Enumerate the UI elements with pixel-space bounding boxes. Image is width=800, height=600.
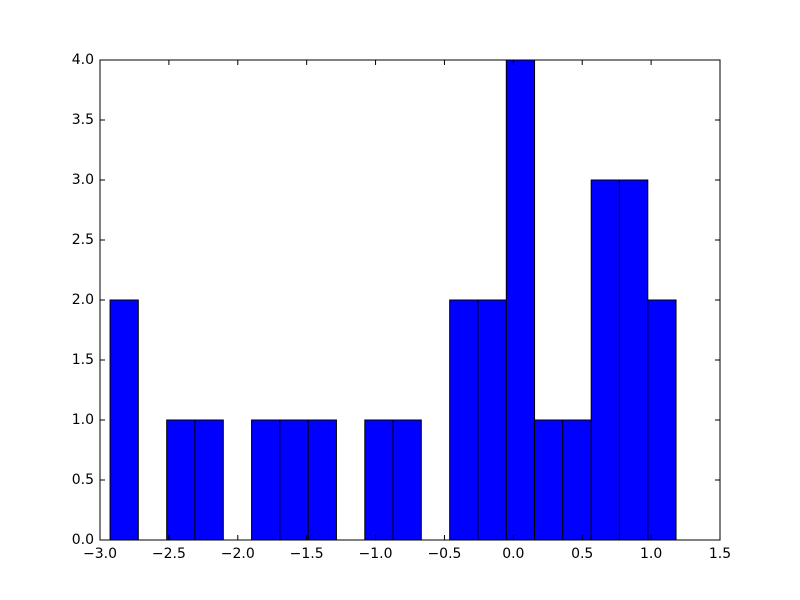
y-tick-label: 1.5 [72,352,94,368]
bar [618,179,649,541]
bar [449,299,479,541]
bar [562,419,592,541]
bar [477,299,507,541]
y-tick-label: 3.5 [72,112,94,128]
bar [279,419,309,541]
x-tick-label: −0.5 [427,546,461,562]
x-tick-label: 1.0 [640,546,662,562]
bar [364,419,394,541]
y-tick-label: 1.0 [72,412,94,428]
bar [392,419,422,541]
x-tick-label: 1.5 [709,546,731,562]
x-tick-label: −3.0 [83,546,117,562]
bar [166,419,196,541]
bar [534,419,564,541]
y-tick-label: 2.5 [72,232,94,248]
bar [307,419,337,541]
y-tick-label: 3.0 [72,172,94,188]
y-tick-label: 2.0 [72,292,94,308]
x-tick-label: −2.0 [221,546,255,562]
x-tick-label: 0.5 [571,546,593,562]
y-tick-label: 0.5 [72,472,94,488]
x-tick-label: −2.5 [152,546,186,562]
bar [647,299,677,541]
x-tick-label: −1.5 [290,546,324,562]
x-tick-label: 0.0 [502,546,524,562]
y-tick-label: 0.0 [72,532,94,548]
bar [505,59,536,541]
y-tick-label: 4.0 [72,52,94,68]
bar [109,299,139,541]
bar [194,419,224,541]
x-tick-label: −1.0 [359,546,393,562]
bar [251,419,281,541]
bar [590,179,620,541]
